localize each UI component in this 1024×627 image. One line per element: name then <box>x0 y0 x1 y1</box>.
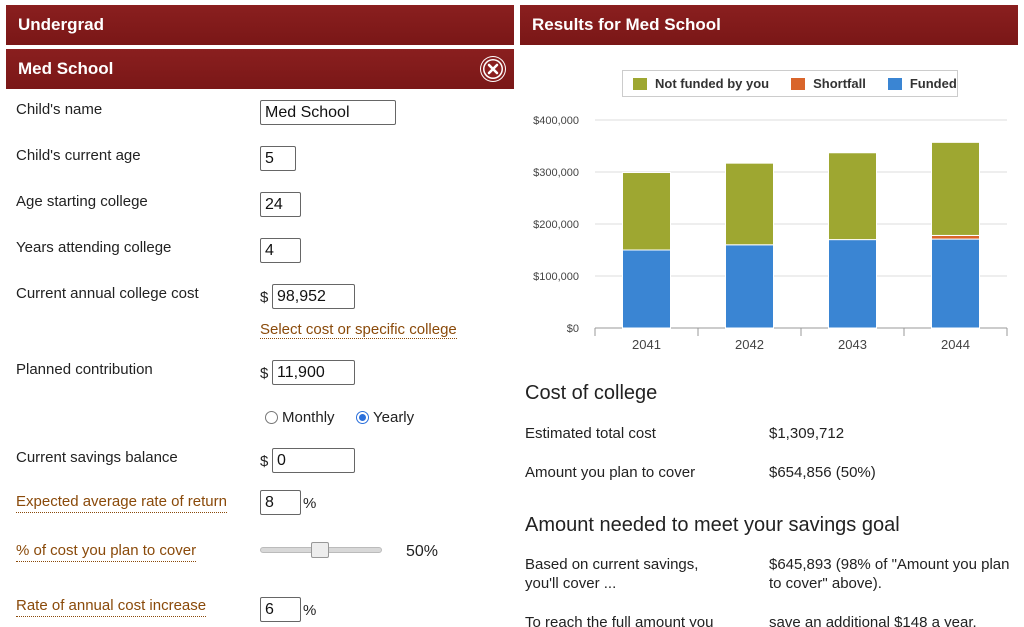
age-start-label: Age starting college <box>16 193 148 210</box>
legend-swatch-funded <box>887 77 902 90</box>
rate-of-return-unit: % <box>303 495 317 512</box>
contribution-label: Planned contribution <box>16 361 153 378</box>
monthly-label: Monthly <box>282 409 335 426</box>
monthly-radio[interactable] <box>265 411 278 424</box>
legend-funded: Funded <box>887 76 957 91</box>
years-attending-input[interactable] <box>260 238 301 263</box>
legend-swatch-shortfall <box>791 77 806 90</box>
legend-label-shortfall: Shortfall <box>813 76 866 91</box>
yearly-radio[interactable] <box>356 411 369 424</box>
estimated-total-label: Estimated total cost <box>525 425 656 442</box>
savings-balance-input[interactable] <box>272 448 355 473</box>
current-age-label: Child's current age <box>16 147 141 164</box>
tab-med-school-label: Med School <box>18 59 114 78</box>
yearly-label: Yearly <box>373 409 415 426</box>
results-title: Results for Med School <box>532 15 721 34</box>
x-tick-label: 2042 <box>735 337 764 352</box>
rate-of-return-input[interactable] <box>260 490 301 515</box>
results-header: Results for Med School <box>520 5 1018 45</box>
y-tick-label: $100,000 <box>533 271 579 283</box>
y-tick-label: $400,000 <box>533 115 579 127</box>
bar-not-funded-by-you <box>931 141 980 236</box>
cost-cover-value: 50% <box>406 543 439 560</box>
child-name-input[interactable] <box>260 100 396 125</box>
frequency-yearly-option[interactable]: Yearly <box>356 409 414 426</box>
contribution-input[interactable] <box>272 360 355 385</box>
bar-funded <box>828 239 877 329</box>
cost-increase-label[interactable]: Rate of annual cost increase <box>16 597 207 617</box>
tab-med-school[interactable]: Med School <box>6 49 514 89</box>
plan-cover-value: $654,856 (50%) <box>769 464 876 481</box>
cost-increase-unit: % <box>303 602 317 619</box>
savings-chart: $0 $100,000 $200,000 $300,000 $400,000 2041 20… <box>533 115 1008 352</box>
legend-shortfall: Shortfall <box>791 76 866 91</box>
legend-label-not-funded: Not funded by you <box>655 76 770 91</box>
full-amount-value: save an additional $148 a year. <box>769 614 977 627</box>
bar-not-funded-by-you <box>622 172 671 251</box>
cost-cover-label[interactable]: % of cost you plan to cover <box>16 542 197 562</box>
y-tick-label: $300,000 <box>533 167 579 179</box>
rate-of-return-label[interactable]: Expected average rate of return <box>16 493 227 513</box>
child-name-label: Child's name <box>16 101 103 118</box>
x-tick-label: 2043 <box>838 337 867 352</box>
goal-section-title: Amount needed to meet your savings goal <box>525 514 900 536</box>
contribution-currency: $ <box>260 365 269 382</box>
bar-not-funded-by-you <box>725 162 774 246</box>
bar-shortfall <box>931 234 980 240</box>
tab-undergrad-label: Undergrad <box>18 15 104 34</box>
y-tick-label: $200,000 <box>533 219 579 231</box>
plan-cover-label: Amount you plan to cover <box>525 464 696 481</box>
legend-not-funded: Not funded by you <box>633 76 769 91</box>
legend-label-funded: Funded <box>909 76 957 91</box>
legend-swatch-not-funded <box>633 77 647 90</box>
x-tick-label: 2041 <box>632 337 661 352</box>
frequency-monthly-option[interactable]: Monthly <box>265 409 335 426</box>
tab-undergrad[interactable]: Undergrad <box>6 5 514 45</box>
annual-cost-label: Current annual college cost <box>16 285 199 302</box>
close-icon[interactable] <box>480 56 506 82</box>
y-tick-label: $0 <box>567 323 579 335</box>
cost-section-title: Cost of college <box>525 382 658 404</box>
chart-legend: Not funded by you Shortfall Funded <box>622 70 958 97</box>
x-tick-label: 2044 <box>941 337 970 352</box>
age-start-input[interactable] <box>260 192 301 217</box>
bar-funded <box>725 244 774 329</box>
current-savings-value: $645,893 (98% of "Amount you plan to cov… <box>769 556 1010 592</box>
savings-balance-label: Current savings balance <box>16 449 178 466</box>
annual-cost-input[interactable] <box>272 284 355 309</box>
bar-funded <box>931 238 980 329</box>
full-amount-label: To reach the full amount you <box>525 614 714 627</box>
bar-funded <box>622 249 671 329</box>
annual-cost-currency: $ <box>260 289 269 306</box>
select-college-link[interactable]: Select cost or specific college <box>260 321 457 339</box>
cost-cover-slider-thumb[interactable] <box>311 542 329 558</box>
savings-balance-currency: $ <box>260 453 269 470</box>
cost-increase-input[interactable] <box>260 597 301 622</box>
current-savings-label: Based on current savings, you'll cover .… <box>525 556 699 592</box>
estimated-total-value: $1,309,712 <box>769 425 845 442</box>
current-age-input[interactable] <box>260 146 296 171</box>
bar-not-funded-by-you <box>828 152 877 241</box>
years-attending-label: Years attending college <box>16 239 172 256</box>
